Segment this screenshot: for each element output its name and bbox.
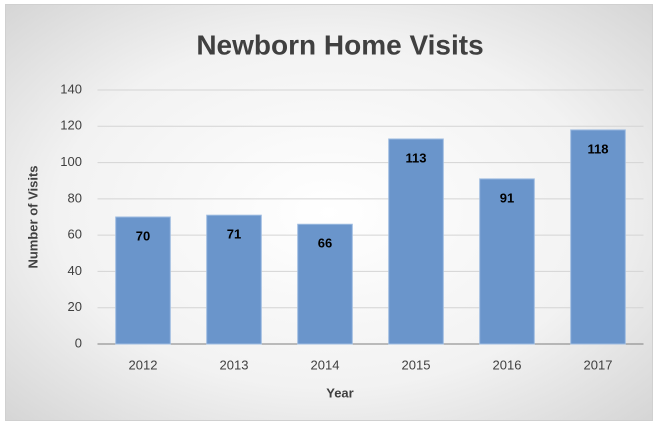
y-tick-label: 20 bbox=[68, 299, 82, 314]
x-tick-label: 2017 bbox=[584, 357, 613, 372]
bar bbox=[570, 129, 626, 345]
data-label: 113 bbox=[406, 150, 427, 165]
y-tick-label: 100 bbox=[60, 154, 82, 169]
bar bbox=[206, 214, 262, 345]
y-tick-label: 60 bbox=[68, 227, 82, 242]
chart-title: Newborn Home Visits bbox=[196, 29, 483, 60]
x-tick-label: 2015 bbox=[402, 357, 431, 372]
y-axis-label: Number of Visits bbox=[25, 165, 40, 268]
data-label: 66 bbox=[318, 236, 332, 251]
bar bbox=[115, 216, 171, 345]
y-tick-label: 140 bbox=[60, 81, 82, 96]
data-label: 70 bbox=[136, 228, 150, 243]
x-tick-label: 2016 bbox=[493, 357, 522, 372]
data-label: 71 bbox=[227, 227, 241, 242]
y-tick-label: 40 bbox=[68, 263, 82, 278]
y-tick-label: 80 bbox=[68, 190, 82, 205]
x-tick-label: 2013 bbox=[220, 357, 249, 372]
data-label: 91 bbox=[500, 190, 514, 205]
y-tick-label: 120 bbox=[60, 118, 82, 133]
bar bbox=[388, 138, 444, 345]
data-label: 118 bbox=[588, 141, 609, 156]
bar bbox=[479, 178, 535, 345]
chart-background bbox=[5, 4, 653, 421]
y-tick-label: 0 bbox=[75, 335, 82, 350]
x-tick-label: 2012 bbox=[129, 357, 158, 372]
bar bbox=[297, 223, 353, 345]
x-tick-label: 2014 bbox=[311, 357, 340, 372]
x-axis-label: Year bbox=[326, 385, 353, 400]
